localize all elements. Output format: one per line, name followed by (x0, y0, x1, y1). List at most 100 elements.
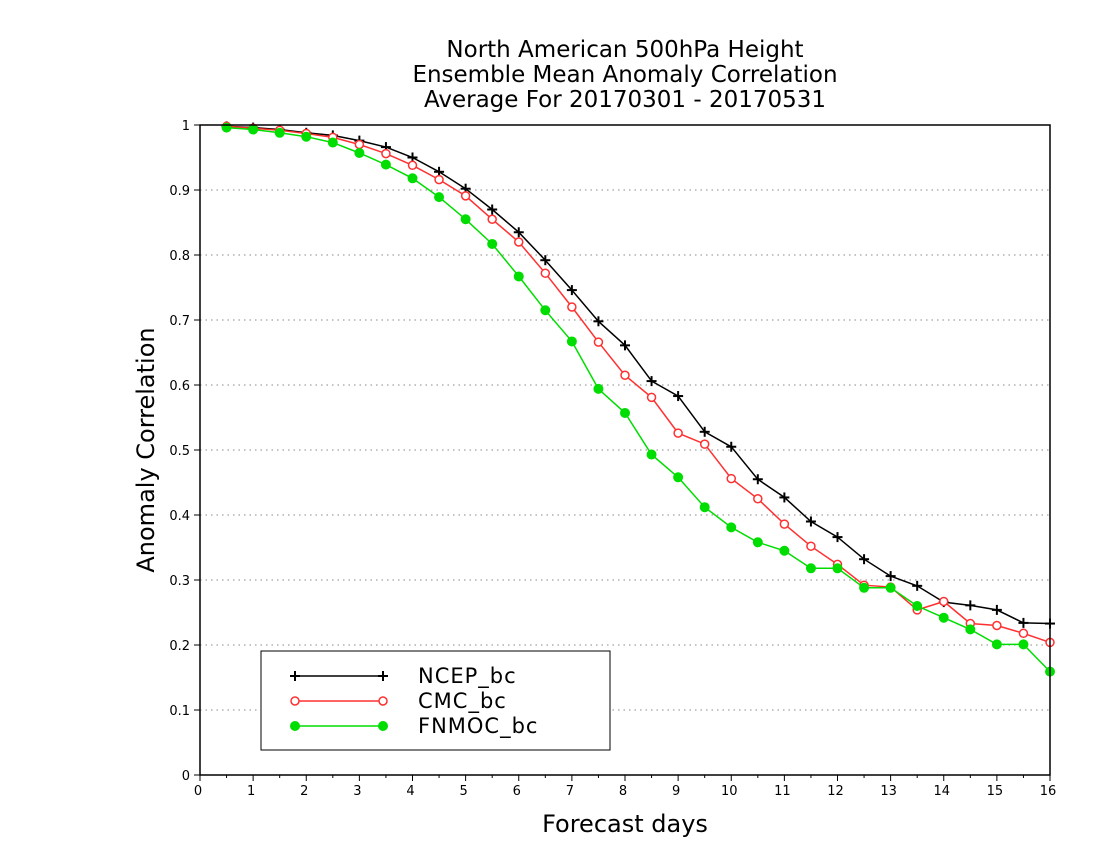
cmc-bc-legend-marker (378, 696, 388, 706)
cmc-bc-line (226, 125, 1051, 644)
cmc-bc-point (779, 519, 790, 529)
fnmoc-bc-legend-marker (290, 721, 300, 731)
x-tick-label: 5 (459, 784, 467, 799)
cmc-bc-point (354, 139, 365, 150)
cmc-bc-point (460, 191, 471, 201)
fnmoc-bc-point (434, 192, 445, 203)
x-tick-label: 6 (513, 784, 521, 799)
fnmoc-bc-point (965, 624, 976, 635)
ncep-bc-point (646, 376, 657, 387)
cmc-bc-point (407, 160, 418, 171)
fnmoc-bc-point (859, 582, 870, 593)
ncep-bc-point (726, 441, 737, 452)
ncep-bc-point (699, 426, 710, 437)
fnmoc-bc-point (646, 449, 657, 460)
fnmoc-bc-point (991, 639, 1002, 650)
fnmoc-bc-point (460, 214, 471, 225)
y-axis-label: Anomaly Correlation (132, 327, 160, 573)
y-tick-label: 0.6 (169, 379, 190, 394)
fnmoc-bc-point (248, 124, 259, 135)
x-tick-label: 10 (721, 784, 738, 799)
cmc-bc-point (540, 268, 551, 278)
fnmoc-bc-point (726, 522, 737, 533)
ncep-bc-point (859, 554, 870, 565)
y-tick-label: 0.8 (169, 249, 190, 264)
cmc-bc-point (939, 596, 949, 607)
fnmoc-bc-point (832, 563, 843, 574)
fnmoc-bc-legend-label: FNMOC_bc (418, 714, 538, 739)
fnmoc-bc-point (487, 238, 498, 249)
cmc-bc-point (620, 370, 630, 380)
ncep-bc-point (912, 580, 923, 591)
x-tick-label: 4 (406, 784, 414, 799)
y-tick-label: 0.9 (169, 184, 190, 199)
cmc-bc-legend-label: CMC_bc (418, 689, 507, 714)
cmc-bc-point (806, 541, 816, 551)
y-tick-label: 0 (182, 769, 190, 784)
y-tick-label: 1 (182, 119, 190, 134)
cmc-bc-point (381, 148, 391, 159)
ncep-bc-point (593, 316, 604, 327)
ncep-bc-point (805, 516, 816, 527)
ncep-bc-point (965, 600, 976, 611)
x-tick-label: 9 (672, 784, 680, 799)
ncep-bc-point (752, 474, 763, 485)
fnmoc-bc-point (752, 537, 763, 548)
y-tick-label: 0.3 (169, 574, 190, 589)
x-tick-label: 13 (880, 784, 897, 799)
ncep-bc-legend-label: NCEP_bc (418, 664, 517, 689)
x-axis-ticks: 0 1 2 3 4 5 6 7 8 9 10 11 12 13 14 15 16 (194, 775, 1056, 799)
ncep-bc-point (885, 571, 896, 582)
cmc-bc-point (514, 237, 524, 247)
x-axis-label: Forecast days (542, 810, 708, 838)
x-tick-label: 15 (987, 784, 1004, 799)
fnmoc-bc-point (274, 127, 285, 138)
fnmoc-bc-point (354, 147, 365, 158)
cmc-bc-legend-marker (290, 696, 300, 706)
ncep-bc-point (991, 604, 1002, 615)
chart-title-line-1: North American 500hPa Height (446, 37, 804, 63)
ncep-bc-point (620, 340, 630, 351)
cmc-bc-point (487, 214, 497, 224)
x-tick-label: 0 (194, 784, 202, 799)
fnmoc-bc-point (673, 472, 684, 483)
fnmoc-bc-point (407, 173, 418, 184)
x-tick-label: 14 (933, 784, 950, 799)
y-tick-label: 0.5 (169, 444, 190, 459)
fnmoc-bc-point (779, 545, 790, 556)
fnmoc-bc-point (593, 383, 604, 394)
fnmoc-bc-point (380, 159, 391, 170)
ncep-bc-line (226, 125, 1051, 625)
fnmoc-bc-line (226, 126, 1051, 673)
fnmoc-bc-point (513, 271, 524, 282)
y-tick-label: 0.4 (169, 509, 190, 524)
fnmoc-bc-point (699, 502, 710, 513)
fnmoc-bc-point (805, 563, 816, 574)
ncep-bc-point (487, 204, 498, 215)
fnmoc-bc-point (1018, 639, 1029, 650)
x-tick-label: 12 (827, 784, 844, 799)
x-tick-label: 11 (774, 784, 791, 799)
cmc-bc-point (1018, 628, 1029, 639)
cmc-bc-point (699, 439, 710, 449)
fnmoc-bc-point (540, 305, 551, 316)
series-lines (221, 121, 1055, 677)
fnmoc-bc-point (327, 137, 338, 148)
cmc-bc-point (753, 494, 763, 504)
ncep-bc-point (566, 285, 577, 296)
cmc-bc-point (992, 620, 1002, 631)
cmc-bc-point (434, 174, 444, 185)
y-axis-ticks: 0 0.1 0.2 0.3 0.4 0.5 0.6 0.7 0.8 0.9 1 (169, 119, 200, 784)
ncep-bc-point (673, 391, 684, 402)
ncep-bc-legend-marker (378, 671, 388, 681)
ncep-bc-point (1018, 617, 1029, 628)
chart-title-line-2: Ensemble Mean Anomaly Correlation (412, 62, 838, 88)
ncep-bc-point (832, 532, 843, 543)
y-tick-label: 0.7 (169, 314, 190, 329)
fnmoc-bc-point (566, 336, 577, 347)
cmc-bc-point (646, 392, 657, 403)
fnmoc-bc-point (912, 601, 923, 611)
ncep-bc-point (779, 492, 790, 503)
